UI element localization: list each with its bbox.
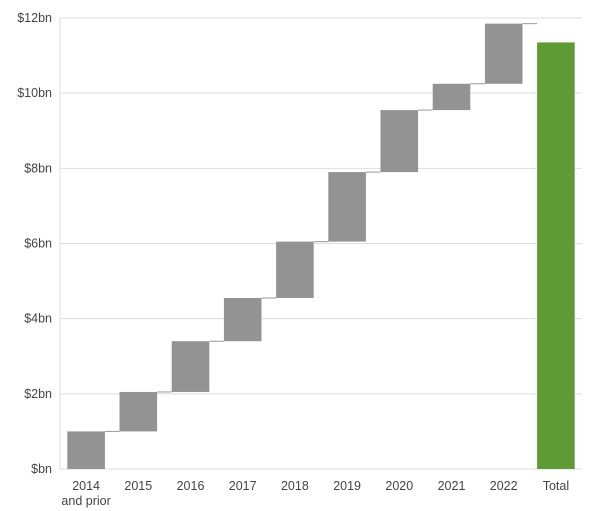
x-category-label: 2021 (438, 479, 466, 493)
increment-bar (119, 391, 158, 432)
y-tick-label: $6bn (24, 237, 52, 251)
y-tick-label: $10bn (17, 86, 52, 100)
y-tick-label: $12bn (17, 11, 52, 25)
y-tick-label: $4bn (24, 312, 52, 326)
increment-bar (223, 297, 262, 342)
increment-bar (484, 23, 523, 84)
increment-bar (276, 241, 314, 298)
x-category-label: 2016 (177, 479, 205, 493)
x-category-label: Total (543, 479, 569, 493)
x-category-label: 2022 (490, 479, 518, 493)
x-category-label: 2015 (124, 479, 152, 493)
x-category-label: and prior (61, 494, 110, 508)
increment-bar (171, 341, 210, 392)
x-category-label: 2020 (385, 479, 413, 493)
increment-bar (380, 110, 419, 173)
increment-bar (432, 83, 471, 111)
increment-bar (67, 431, 105, 469)
x-category-label: 2019 (333, 479, 361, 493)
connector-lines (104, 23, 538, 432)
x-category-label: 2014 (72, 479, 100, 493)
total-bar (537, 42, 575, 469)
x-category-label: 2017 (229, 479, 257, 493)
y-axis-tick-labels: $bn $2bn $4bn $6bn $8bn $10bn $12bn (17, 11, 52, 476)
y-tick-label: $8bn (24, 161, 52, 175)
y-tick-label: $2bn (24, 387, 52, 401)
x-category-label: 2018 (281, 479, 309, 493)
y-tick-label: $bn (31, 462, 52, 476)
bars (67, 23, 575, 469)
increment-bar (328, 172, 366, 242)
